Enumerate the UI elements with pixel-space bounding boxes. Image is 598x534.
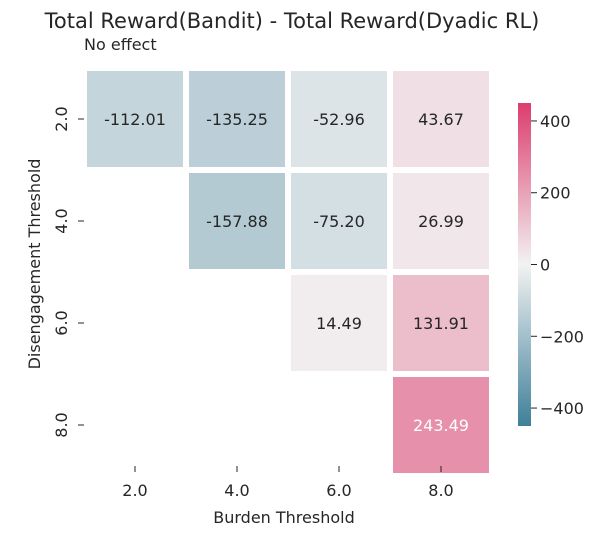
heatmap-cell (189, 71, 285, 167)
y-tick-label: 6.0 (52, 310, 71, 335)
heatmap-cell (291, 275, 387, 371)
heatmap-cell (393, 275, 489, 371)
cell-value-label: 26.99 (418, 212, 464, 231)
colorbar-tick-label: 400 (540, 112, 571, 131)
y-tick-label: 4.0 (52, 208, 71, 233)
heatmap-cell (87, 71, 183, 167)
heatmap-cell (393, 377, 489, 473)
colorbar-ticks: −400 −200 0 200 400 (531, 112, 584, 418)
cell-value-label: -112.01 (104, 110, 166, 129)
y-tick-label: 2.0 (52, 106, 71, 131)
heatmap-cell (291, 71, 387, 167)
y-ticks: 2.0 4.0 6.0 8.0 (52, 106, 84, 438)
cell-value-label: 14.49 (316, 314, 362, 333)
cell-value-label: -157.88 (206, 212, 268, 231)
cell-value-label: -75.20 (313, 212, 365, 231)
x-tick-label: 2.0 (122, 481, 147, 500)
cell-value-label: 243.49 (413, 416, 469, 435)
colorbar-tick-label: −200 (540, 327, 584, 346)
colorbar-tick-label: 200 (540, 184, 571, 203)
heatmap-cell (291, 173, 387, 269)
x-tick-label: 4.0 (224, 481, 249, 500)
cell-value-label: -52.96 (313, 110, 365, 129)
no-effect-annotation: No effect (84, 35, 157, 54)
heatmap-cell (189, 173, 285, 269)
y-tick-label: 8.0 (52, 412, 71, 437)
chart-title: Total Reward(Bandit) - Total Reward(Dyad… (44, 9, 540, 33)
x-ticks: 2.0 4.0 6.0 8.0 (122, 466, 454, 500)
cell-value-label: -135.25 (206, 110, 268, 129)
colorbar-tick-label: 0 (540, 256, 550, 275)
colorbar-tick-label: −400 (540, 399, 584, 418)
heatmap-cell (393, 71, 489, 167)
heatmap-cell (393, 173, 489, 269)
y-axis-label: Disengagement Threshold (25, 159, 44, 370)
heatmap-cells: -112.01 -135.25 -52.96 43.67 -157.88 -75.20 26… (87, 71, 489, 473)
cell-value-label: 43.67 (418, 110, 464, 129)
x-tick-label: 6.0 (326, 481, 351, 500)
x-axis-label: Burden Threshold (213, 508, 355, 527)
cell-value-label: 131.91 (413, 314, 469, 333)
colorbar (518, 103, 531, 426)
x-tick-label: 8.0 (428, 481, 453, 500)
